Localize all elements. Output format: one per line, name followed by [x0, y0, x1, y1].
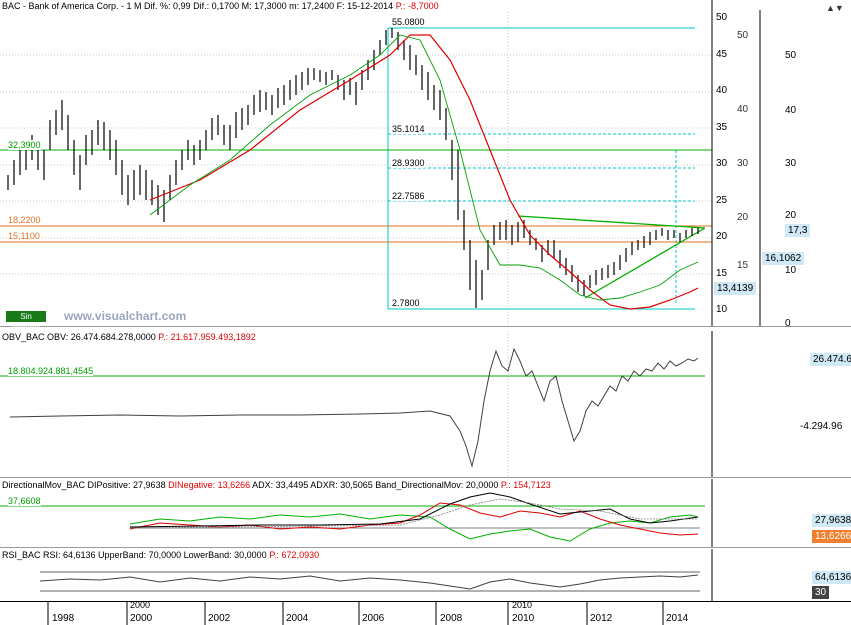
- price-tick: 30: [716, 158, 728, 169]
- price-chart-svg[interactable]: [0, 0, 851, 326]
- sin-ordenes-button[interactable]: Sin órdenes: [6, 311, 46, 332]
- last-price-badge: 17,3: [785, 224, 811, 237]
- dmi-header-b: DINegative: 13,6266: [168, 480, 251, 490]
- low-value-badge: 13,4139: [714, 282, 757, 295]
- fib-level-top: 55.0800: [392, 17, 425, 27]
- di-positive-badge: 27,9638: [812, 514, 851, 527]
- year-label: 2008: [440, 613, 463, 624]
- adx-line: [129, 492, 699, 528]
- orange-level-label-2: 15,1100: [8, 231, 40, 241]
- secondary-axis-tick: 30: [785, 158, 797, 169]
- obv-header: OBV_BAC OBV: 26.474.684.278,0000 P.: 21.…: [2, 332, 256, 343]
- dmi-header: DirectionalMov_BAC DIPositive: 27,9638 D…: [2, 480, 551, 491]
- green-level-label: 32,3900: [8, 140, 41, 150]
- dmi-pane[interactable]: DirectionalMov_BAC DIPositive: 27,9638 D…: [0, 479, 851, 548]
- zoom-icon[interactable]: ▲▼: [826, 3, 844, 13]
- year-label-top: 2000: [130, 600, 151, 610]
- year-label-top: 2010: [512, 600, 533, 610]
- year-label: 2002: [208, 613, 231, 624]
- fib-level-1: 35.1014: [392, 124, 425, 134]
- resistance-trendline: [517, 215, 706, 229]
- obv-chart-svg[interactable]: [0, 331, 851, 477]
- price-tick-secondary: 30: [737, 158, 749, 169]
- price-tick: 50: [716, 12, 728, 23]
- price-tick: 45: [716, 49, 728, 60]
- ma-red-line: [149, 34, 699, 310]
- price-tick-secondary: 20: [737, 212, 749, 223]
- price-tick-secondary: 15: [737, 260, 749, 271]
- ma-green-line: [149, 34, 699, 301]
- secondary-axis-tick: 10: [785, 265, 797, 276]
- rsi-chart-svg[interactable]: [0, 549, 851, 601]
- price-tick: 20: [716, 231, 728, 242]
- dmi-header-a: DirectionalMov_BAC DIPositive: 27,9638: [2, 480, 166, 490]
- di-negative-badge: 13,6266: [812, 530, 851, 543]
- price-header-text: BAC - Bank of America Corp. - 1 M Dif. %…: [2, 1, 394, 11]
- watermark: www.visualchart.com: [64, 309, 187, 323]
- rsi-pane[interactable]: RSI_BAC RSI: 64,6136 UpperBand: 70,0000 …: [0, 549, 851, 602]
- obv-level-label: 18.804.924.881,4545: [8, 366, 94, 376]
- orange-level-label-1: 18,2200: [8, 215, 41, 225]
- year-label: 2000: [130, 613, 153, 624]
- price-tick-secondary: 40: [737, 104, 749, 115]
- fib-level-3: 22.7586: [392, 191, 425, 201]
- obv-header-text: OBV_BAC OBV: 26.474.684.278,0000: [2, 332, 156, 342]
- di-negative-line: [129, 502, 699, 536]
- price-header-p: P.: -8,7000: [395, 1, 439, 11]
- year-label: 2014: [666, 613, 689, 624]
- x-axis: [0, 601, 851, 625]
- rsi-value-badge: 64,6136: [812, 571, 851, 584]
- support-trendline: [584, 227, 706, 299]
- dmi-header-c: ADX: 33,4495 ADXR: 30,5065 Band_Directio…: [252, 480, 499, 490]
- fib-level-2: 28.9300: [392, 158, 425, 168]
- dmi-chart-svg[interactable]: [0, 479, 851, 547]
- secondary-axis-tick: 50: [785, 50, 797, 61]
- year-label: 1998: [52, 613, 75, 624]
- price-tick-secondary: 50: [737, 30, 749, 41]
- year-label: 2012: [590, 613, 613, 624]
- secondary-axis-tick: 0: [785, 318, 791, 329]
- price-tick: 40: [716, 85, 728, 96]
- price-bars: [7, 28, 699, 308]
- price-header: BAC - Bank of America Corp. - 1 M Dif. %…: [2, 1, 439, 12]
- rsi-lower-badge: 30: [812, 586, 830, 599]
- year-label: 2004: [286, 613, 309, 624]
- rsi-line: [39, 574, 699, 590]
- obv-pane[interactable]: OBV_BAC OBV: 26.474.684.278,0000 P.: 21.…: [0, 331, 851, 478]
- adxr-line: [129, 498, 698, 529]
- year-label: 2010: [512, 613, 535, 624]
- di-positive-line: [129, 513, 699, 542]
- rsi-header-text: RSI_BAC RSI: 64,6136 UpperBand: 70,0000 …: [2, 550, 267, 560]
- price-tick: 10: [716, 304, 728, 315]
- obv-tick: -4.294.96: [800, 421, 843, 432]
- secondary-axis-tick: 20: [785, 210, 797, 221]
- rsi-header: RSI_BAC RSI: 64,6136 UpperBand: 70,0000 …: [2, 550, 320, 561]
- price-tick: 25: [716, 195, 728, 206]
- obv-header-p: P.: 21.617.959.493,1892: [158, 332, 256, 342]
- price-pane[interactable]: BAC - Bank of America Corp. - 1 M Dif. %…: [0, 0, 851, 332]
- obv-value-badge: 26.474.6: [810, 353, 851, 366]
- price-tick: 35: [716, 122, 728, 133]
- secondary-axis-tick: 40: [785, 105, 797, 116]
- year-label: 2006: [362, 613, 385, 624]
- rsi-header-p: P.: 672,0930: [269, 550, 320, 560]
- ma-value-badge: 16,1062: [762, 252, 805, 265]
- dmi-header-p: P.: 154,7123: [500, 480, 551, 490]
- price-tick: 15: [716, 268, 728, 279]
- dmi-level-label: 37,6608: [8, 496, 41, 506]
- fib-level-bottom: 2.7800: [392, 298, 420, 308]
- obv-line: [9, 347, 699, 468]
- fibonacci-retracement: [387, 27, 695, 310]
